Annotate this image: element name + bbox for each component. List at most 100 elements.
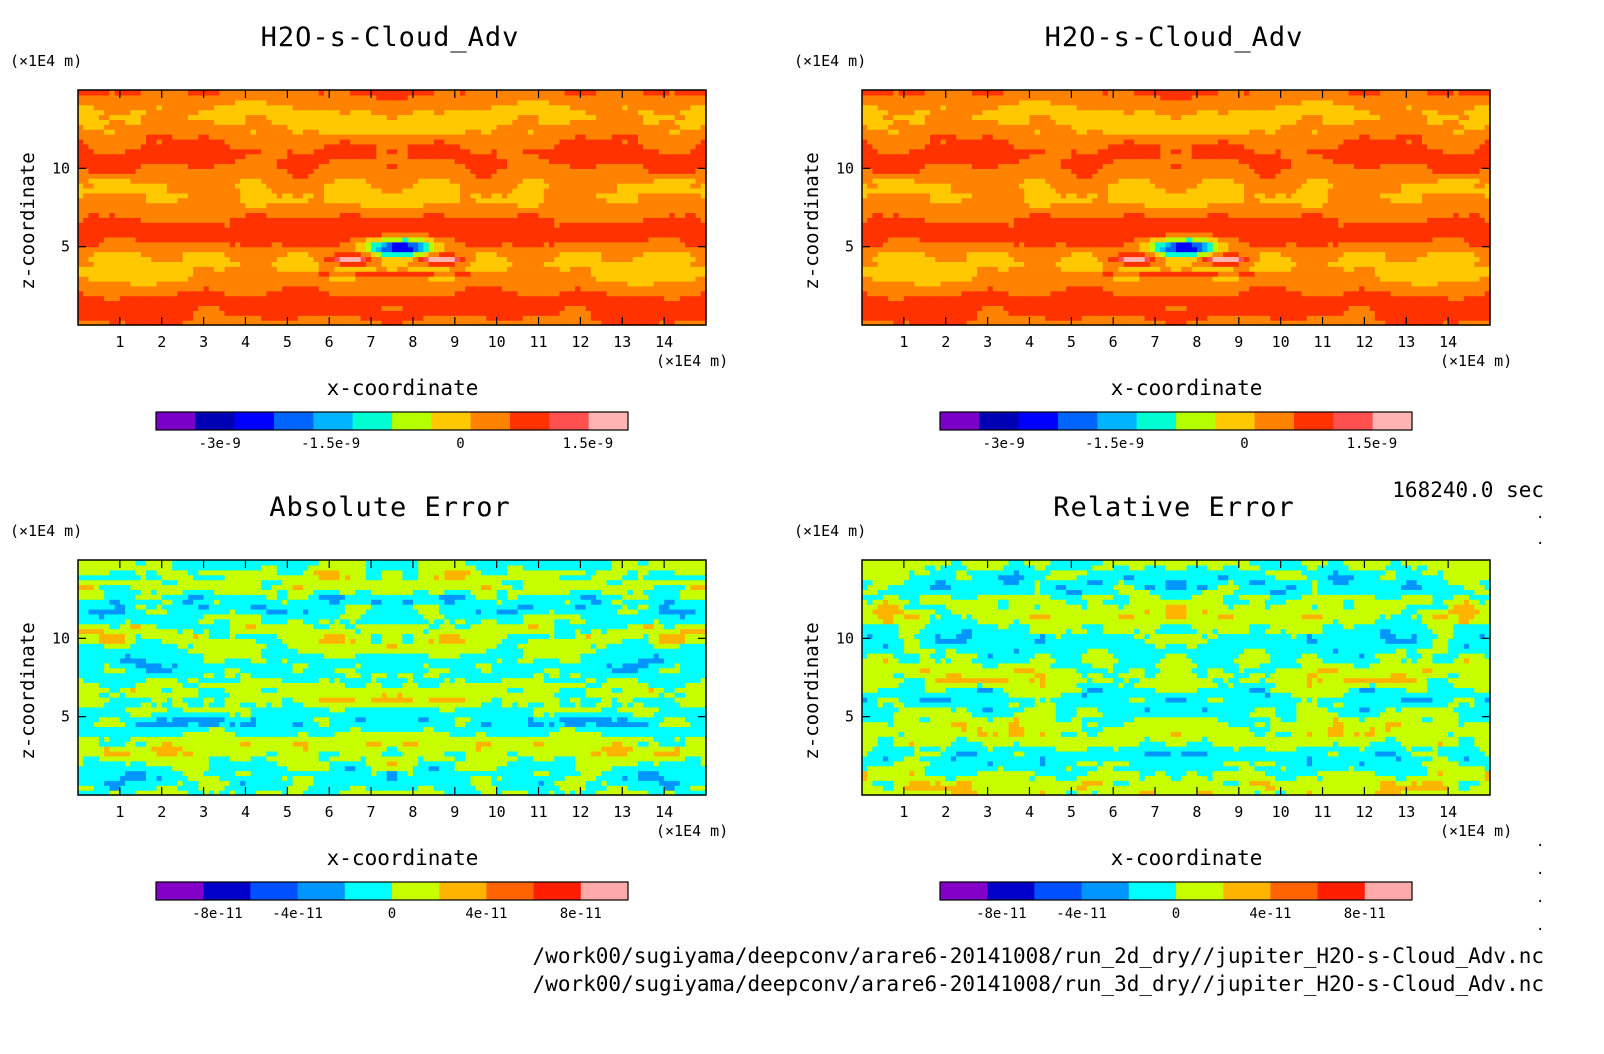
- heatmap-cell: [161, 143, 168, 150]
- heatmap-cell: [549, 295, 555, 302]
- heatmap-cell: [245, 163, 252, 169]
- heatmap-cell: [496, 276, 503, 282]
- heatmap-cell: [528, 315, 534, 321]
- heatmap-cell: [156, 256, 163, 262]
- heatmap-cell: [334, 217, 341, 223]
- heatmap-cell: [397, 143, 404, 150]
- heatmap-cell: [318, 143, 325, 150]
- heatmap-cell: [255, 197, 262, 204]
- heatmap-cell: [700, 124, 707, 130]
- heatmap-cell: [376, 295, 383, 302]
- heatmap-cell: [611, 290, 618, 297]
- heatmap-cell: [664, 295, 670, 302]
- heatmap-cell: [308, 168, 315, 174]
- heatmap-cell: [543, 236, 550, 243]
- heatmap-cell: [559, 158, 566, 165]
- heatmap-cell: [690, 295, 697, 302]
- heatmap-cell: [685, 178, 691, 184]
- heatmap-cell: [648, 295, 655, 302]
- heatmap-cell: [177, 276, 184, 282]
- heatmap-cell: [512, 276, 519, 282]
- heatmap-cell: [193, 261, 199, 267]
- heatmap-cell: [266, 276, 273, 282]
- heatmap-cell: [381, 271, 388, 277]
- heatmap-cell: [355, 276, 362, 282]
- heatmap-cell: [166, 261, 173, 267]
- heatmap-cell: [549, 320, 555, 326]
- heatmap-cell: [240, 153, 247, 160]
- heatmap-cell: [104, 143, 110, 150]
- heatmap-cell: [470, 138, 477, 145]
- heatmap-cell: [235, 119, 241, 125]
- heatmap-cell: [83, 197, 90, 204]
- heatmap-cell: [140, 241, 147, 248]
- heatmap-cell: [679, 285, 686, 292]
- heatmap-cell: [350, 143, 356, 150]
- heatmap-cell: [140, 207, 147, 213]
- heatmap-cell: [439, 290, 445, 297]
- heatmap-cell: [308, 276, 315, 282]
- heatmap-cell: [465, 236, 472, 243]
- heatmap-cell: [282, 320, 288, 326]
- heatmap-cell: [700, 153, 707, 160]
- heatmap-cell: [271, 143, 278, 150]
- heatmap-cell: [554, 271, 561, 277]
- heatmap-cell: [559, 212, 566, 218]
- heatmap-cell: [653, 236, 660, 243]
- heatmap-cell: [606, 124, 613, 130]
- heatmap-cell: [454, 153, 461, 160]
- heatmap-cell: [433, 119, 440, 125]
- heatmap-cell: [543, 256, 550, 262]
- heatmap-cell: [611, 129, 618, 135]
- heatmap-cell: [365, 153, 372, 160]
- heatmap-cell: [533, 217, 540, 223]
- heatmap-cell: [282, 285, 288, 292]
- heatmap-cell: [292, 168, 299, 174]
- heatmap-cell: [648, 290, 655, 297]
- heatmap-cell: [433, 124, 440, 130]
- heatmap-cell: [522, 246, 529, 253]
- heatmap-cell: [480, 143, 487, 150]
- heatmap-cell: [344, 231, 351, 238]
- heatmap-cell: [365, 261, 372, 267]
- heatmap-cell: [98, 290, 105, 297]
- heatmap-cell: [166, 217, 173, 223]
- heatmap-cell: [156, 148, 163, 155]
- heatmap-cell: [685, 212, 691, 218]
- heatmap-cell: [569, 163, 576, 169]
- heatmap-cell: [93, 202, 100, 209]
- heatmap-cell: [575, 231, 581, 238]
- heatmap-cell: [88, 178, 95, 184]
- heatmap-cell: [627, 280, 634, 287]
- heatmap-cell: [533, 178, 540, 184]
- heatmap-cell: [690, 320, 697, 326]
- heatmap-cell: [334, 266, 341, 272]
- heatmap-cell: [135, 320, 142, 326]
- heatmap-cell: [323, 173, 330, 179]
- heatmap-cell: [564, 236, 571, 243]
- heatmap-cell: [392, 236, 398, 243]
- heatmap-cell: [690, 231, 697, 238]
- heatmap-cell: [313, 183, 320, 189]
- heatmap-cell: [261, 158, 267, 165]
- heatmap-cell: [433, 158, 440, 165]
- heatmap-cell: [344, 280, 351, 287]
- heatmap-cell: [355, 148, 362, 155]
- heatmap-cell: [198, 197, 205, 204]
- heatmap-cell: [460, 231, 466, 238]
- heatmap-cell: [433, 261, 440, 267]
- heatmap-cell: [261, 305, 267, 311]
- heatmap-cell: [130, 222, 137, 228]
- heatmap-cell: [402, 158, 409, 165]
- heatmap-cell: [360, 231, 367, 238]
- heatmap-cell: [172, 129, 179, 135]
- heatmap-cell: [235, 143, 241, 150]
- heatmap-cell: [439, 173, 445, 179]
- heatmap-cell: [88, 310, 95, 316]
- heatmap-cell: [182, 178, 189, 184]
- heatmap-cell: [433, 217, 440, 223]
- heatmap-cell: [622, 280, 629, 287]
- heatmap-cell: [371, 261, 377, 267]
- heatmap-cell: [156, 153, 163, 160]
- heatmap-cell: [329, 261, 336, 267]
